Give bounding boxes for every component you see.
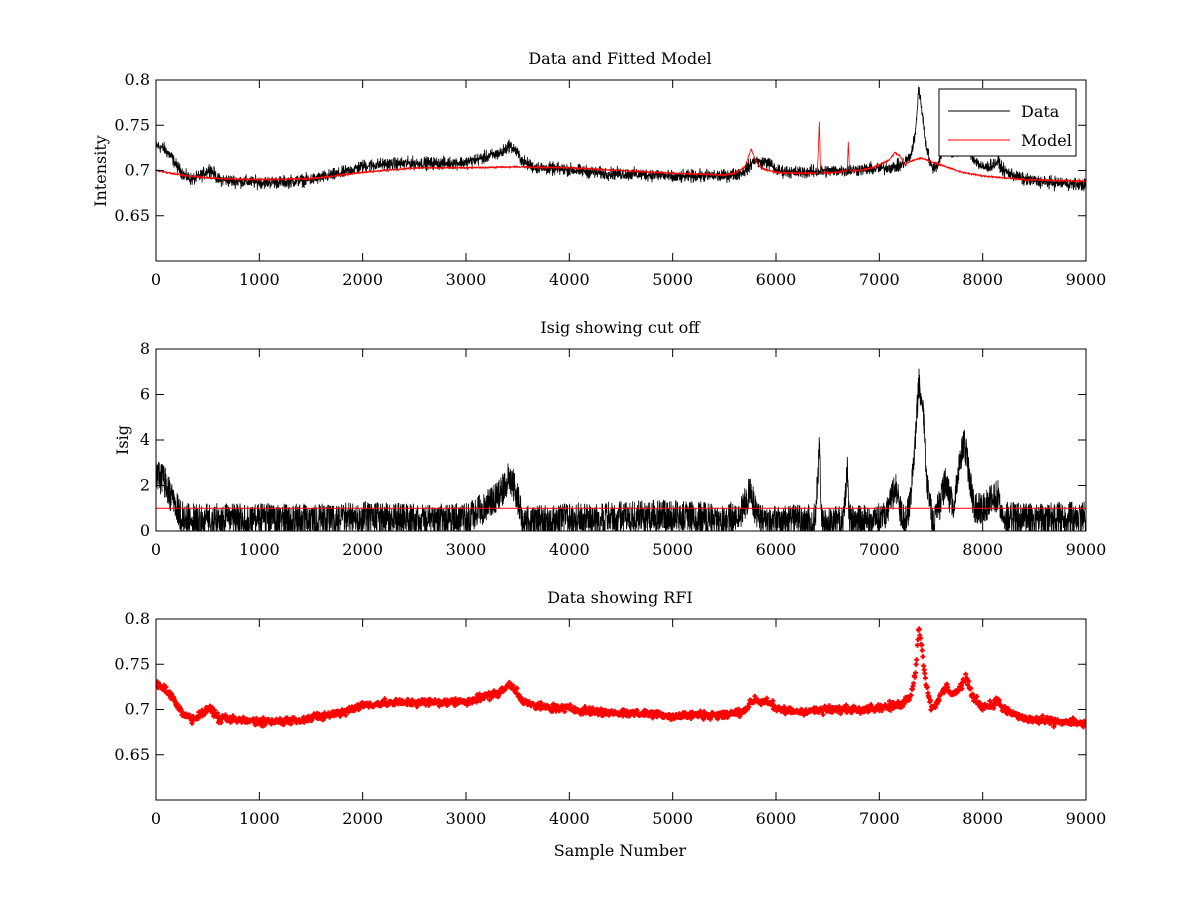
panel-3-xlabel: Sample Number — [554, 841, 687, 860]
y-tick-label: 0.8 — [125, 609, 150, 628]
x-tick-label: 6000 — [756, 270, 797, 289]
y-tick-label: 0.75 — [114, 654, 150, 673]
legend-label-data: Data — [1021, 102, 1060, 121]
x-tick-label: 1000 — [239, 540, 280, 559]
x-tick-label: 8000 — [962, 270, 1003, 289]
series-data-line — [156, 86, 1086, 192]
x-tick-label: 5000 — [652, 270, 693, 289]
series-1-0-line — [156, 368, 1086, 531]
y-tick-label: 0.7 — [125, 161, 150, 180]
panel-2-title: Isig showing cut off — [540, 318, 701, 337]
x-tick-label: 2000 — [342, 809, 383, 828]
x-tick-label: 7000 — [859, 270, 900, 289]
x-tick-label: 0 — [151, 270, 161, 289]
series-group — [156, 626, 1086, 730]
y-tick-label: 0 — [140, 521, 150, 540]
x-tick-label: 7000 — [859, 809, 900, 828]
panel-2-ylabel: Isig — [113, 425, 132, 455]
panel-3-plot-area: 0 1000 2000 3000 4000 5000 6000 7000 8000 9000 0.6… — [114, 609, 1106, 828]
x-tick-label: 0 — [151, 809, 161, 828]
y-tick-label: 4 — [140, 430, 150, 449]
panel-2-plot-area: 0 1000 2000 3000 4000 5000 6000 7000 8000 9000 0 2 4… — [140, 339, 1107, 559]
x-tick-label: 3000 — [446, 270, 487, 289]
x-tick-label: 0 — [151, 540, 161, 559]
x-tick-label: 2000 — [342, 540, 383, 559]
series-2-0-markers — [156, 626, 1086, 730]
x-tick-label: 3000 — [446, 540, 487, 559]
x-tick-label: 3000 — [446, 809, 487, 828]
panel-isig-showing-cut-off: Isig showing cut off Isig 0 1000 2000 3000 4… — [113, 318, 1106, 559]
x-tick-label: 8000 — [962, 809, 1003, 828]
x-tick-label: 4000 — [549, 809, 590, 828]
series-group — [156, 368, 1086, 531]
x-tick-label: 1000 — [239, 270, 280, 289]
panel-1-legend: Data Model — [938, 88, 1077, 157]
x-tick-label: 5000 — [652, 540, 693, 559]
x-tick-label: 4000 — [549, 270, 590, 289]
x-tick-label: 6000 — [756, 809, 797, 828]
panel-1-ylabel: Intensity — [91, 135, 110, 207]
panel-1-title: Data and Fitted Model — [528, 49, 711, 68]
x-tick-label: 7000 — [859, 540, 900, 559]
panel-3-title: Data showing RFI — [547, 588, 692, 607]
series-group — [156, 86, 1086, 192]
y-tick-label: 6 — [140, 385, 150, 404]
x-tick-label: 4000 — [549, 540, 590, 559]
x-tick-label: 2000 — [342, 270, 383, 289]
y-tick-label: 2 — [140, 476, 150, 495]
x-tick-label: 8000 — [962, 540, 1003, 559]
x-tick-label: 6000 — [756, 540, 797, 559]
series-model-line — [156, 121, 1086, 183]
x-tick-label: 9000 — [1066, 540, 1107, 559]
panel-data-and-fitted-model: Data and Fitted Model Intensity 0 1000 200… — [91, 49, 1106, 289]
y-tick-label: 8 — [140, 339, 150, 358]
legend-label-model: Model — [1021, 131, 1072, 150]
panel-data-showing-rfi: Data showing RFI Sample Number 0 1000 2000… — [114, 588, 1106, 860]
x-tick-label: 5000 — [652, 809, 693, 828]
x-tick-label: 1000 — [239, 809, 280, 828]
legend-box — [938, 88, 1077, 157]
y-tick-label: 0.65 — [114, 206, 150, 225]
y-tick-label: 0.75 — [114, 115, 150, 134]
y-tick-label: 0.8 — [125, 70, 150, 89]
x-tick-label: 9000 — [1066, 270, 1107, 289]
y-tick-label: 0.7 — [125, 700, 150, 719]
panel-1-plot-area: 0 1000 2000 3000 4000 5000 6000 7000 8000 9000 0.6… — [114, 70, 1106, 289]
x-tick-label: 9000 — [1066, 809, 1107, 828]
y-tick-label: 0.65 — [114, 745, 150, 764]
